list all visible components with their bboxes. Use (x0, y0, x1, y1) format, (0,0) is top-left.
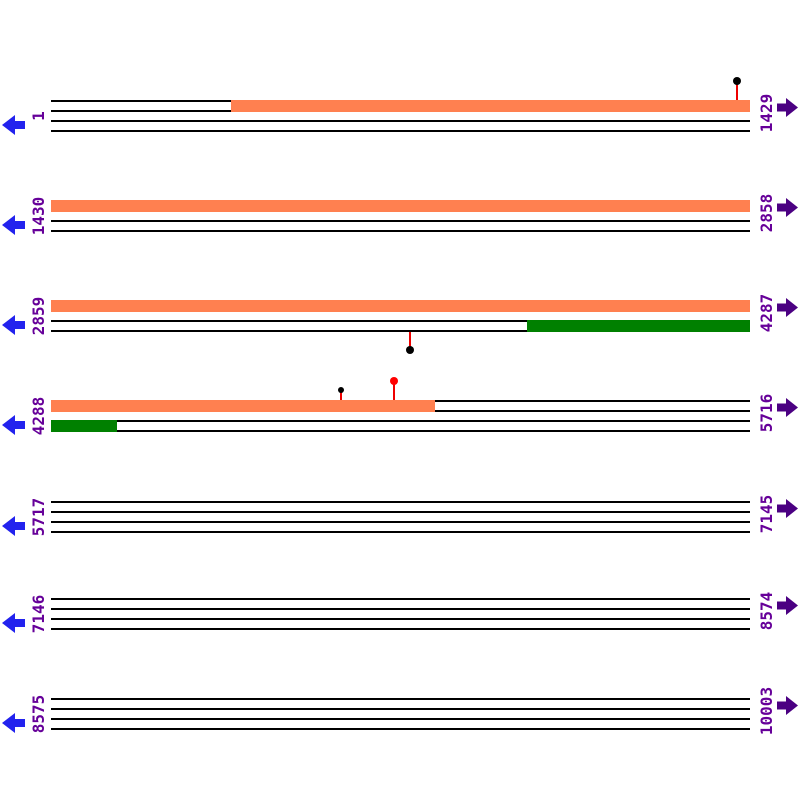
marker-dot-black (338, 387, 345, 393)
frame-line (51, 628, 750, 630)
row-start-coordinate: 8575 (29, 694, 48, 734)
frame-line (51, 521, 750, 523)
reverse-feature-bar (51, 420, 117, 432)
frame-line (51, 608, 750, 610)
left-arrow-icon[interactable] (2, 215, 25, 235)
marker-stem (735, 81, 738, 100)
marker-stem (393, 381, 396, 400)
forward-feature-bar (51, 400, 435, 412)
row-end-coordinate: 5716 (757, 393, 776, 433)
left-arrow-icon[interactable] (2, 315, 25, 335)
marker-dot-black (406, 346, 415, 354)
row-start-coordinate: 1430 (29, 196, 48, 236)
forward-feature-bar (231, 100, 750, 112)
frame-line (51, 708, 750, 710)
marker-dot-black (732, 77, 741, 85)
frame-line (51, 511, 750, 513)
row-end-coordinate: 10003 (757, 686, 776, 736)
marker-stem (340, 390, 343, 400)
row-start-coordinate: 5717 (29, 497, 48, 537)
frame-line (51, 430, 750, 432)
frame-line (51, 618, 750, 620)
row-start-coordinate: 2859 (29, 296, 48, 336)
frame-line (51, 531, 750, 533)
right-arrow-icon[interactable] (777, 696, 798, 715)
row-start-coordinate: 1 (29, 111, 48, 121)
frame-line (51, 220, 750, 222)
frame-line (51, 330, 750, 332)
forward-feature-bar (51, 200, 750, 212)
left-arrow-icon[interactable] (2, 613, 25, 633)
left-arrow-icon[interactable] (2, 115, 25, 135)
row-end-coordinate: 4287 (757, 293, 776, 333)
frame-line (51, 728, 750, 730)
frame-line (51, 598, 750, 600)
marker-stem (409, 332, 412, 348)
right-arrow-icon[interactable] (777, 298, 798, 317)
forward-feature-bar (51, 300, 750, 312)
row-start-coordinate: 7146 (29, 594, 48, 634)
reverse-feature-bar (527, 320, 750, 332)
marker-dot-red (390, 377, 399, 385)
frame-line (51, 698, 750, 700)
right-arrow-icon[interactable] (777, 98, 798, 117)
frame-line (51, 420, 750, 422)
row-end-coordinate: 7145 (757, 494, 776, 534)
right-arrow-icon[interactable] (777, 499, 798, 518)
frame-line (51, 501, 750, 503)
left-arrow-icon[interactable] (2, 713, 25, 733)
row-start-coordinate: 4288 (29, 396, 48, 436)
frame-line (51, 230, 750, 232)
row-end-coordinate: 8574 (757, 591, 776, 631)
right-arrow-icon[interactable] (777, 398, 798, 417)
right-arrow-icon[interactable] (777, 198, 798, 217)
frame-line (51, 120, 750, 122)
frame-line (51, 320, 750, 322)
frame-line (51, 130, 750, 132)
frame-line (51, 718, 750, 720)
right-arrow-icon[interactable] (777, 596, 798, 615)
row-end-coordinate: 1429 (757, 93, 776, 133)
row-end-coordinate: 2858 (757, 193, 776, 233)
left-arrow-icon[interactable] (2, 415, 25, 435)
left-arrow-icon[interactable] (2, 516, 25, 536)
